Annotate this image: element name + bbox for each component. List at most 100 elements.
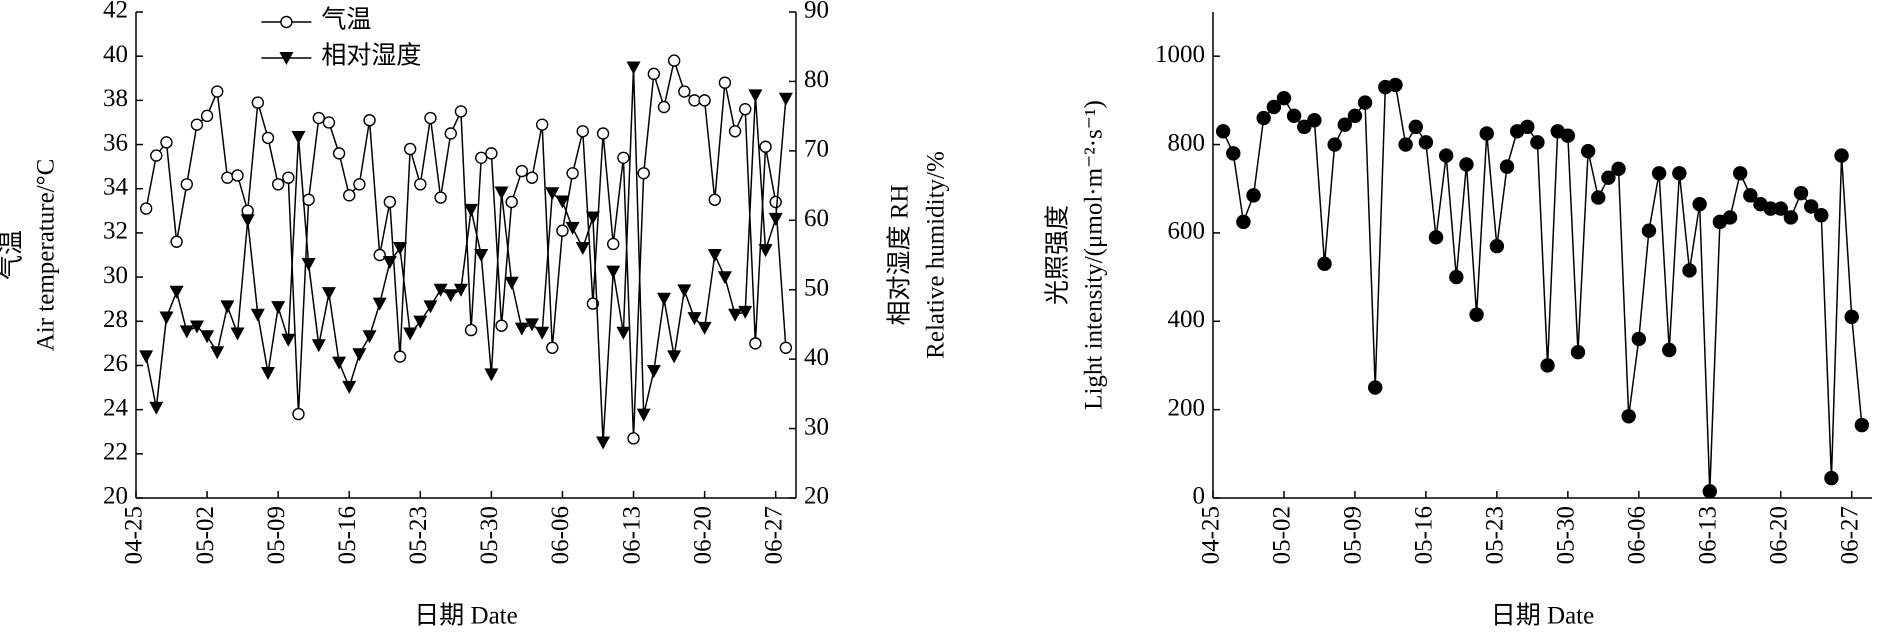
marker (1611, 161, 1626, 177)
y2-tick-label: 40 (804, 344, 829, 371)
marker (1702, 484, 1717, 499)
marker (616, 326, 631, 340)
marker (1286, 108, 1302, 124)
marker (1408, 119, 1423, 135)
y2-tick-label: 20 (804, 483, 829, 510)
marker (433, 283, 448, 297)
y-tick-label: 20 (103, 483, 128, 510)
marker (514, 322, 529, 336)
marker (646, 364, 661, 378)
marker (698, 94, 711, 107)
marker (697, 321, 712, 335)
x-tick-label: 04-25 (121, 506, 148, 564)
marker (576, 125, 589, 138)
marker (749, 337, 762, 350)
marker (444, 127, 457, 140)
marker (454, 105, 468, 118)
y-tick-label: 24 (103, 394, 129, 421)
marker (768, 212, 783, 226)
marker (200, 330, 215, 344)
marker (139, 202, 153, 215)
marker (414, 178, 427, 191)
marker (687, 312, 702, 326)
marker (525, 318, 539, 332)
y-axis-label: Light intensity/(μmol·m⁻²·s⁻¹) (1081, 100, 1108, 410)
marker (617, 151, 630, 165)
marker (382, 255, 397, 269)
marker (585, 211, 600, 225)
marker (403, 142, 417, 156)
marker (636, 408, 651, 422)
marker (1540, 358, 1555, 373)
x-tick-label: 06-27 (1836, 506, 1863, 564)
marker (1428, 230, 1444, 245)
y-axis-label: Air temperature/°C (33, 159, 60, 352)
x-tick-label: 05-09 (1340, 506, 1367, 564)
marker (728, 125, 742, 138)
marker (1631, 331, 1647, 347)
marker (1337, 117, 1353, 132)
x-tick-label: 06-06 (1624, 506, 1651, 564)
marker (1449, 269, 1464, 285)
marker (200, 109, 214, 123)
marker (353, 178, 366, 191)
marker (778, 92, 793, 106)
marker (708, 193, 721, 206)
marker (362, 330, 377, 344)
marker (1489, 238, 1505, 254)
series-line (145, 67, 787, 443)
x-tick-label: 06-13 (618, 506, 645, 564)
y-tick-label: 800 (1168, 129, 1206, 156)
marker (677, 284, 692, 298)
marker (1246, 188, 1261, 203)
marker (1854, 417, 1870, 433)
marker (210, 346, 225, 360)
marker (1560, 128, 1576, 143)
marker (251, 96, 265, 109)
marker (261, 367, 275, 381)
marker (535, 118, 549, 131)
marker (717, 271, 732, 285)
marker (139, 350, 154, 364)
marker (688, 94, 701, 107)
y2-axis-label: 相对湿度 RH (886, 185, 914, 326)
marker (1520, 119, 1535, 135)
marker (1814, 208, 1829, 223)
marker (372, 297, 387, 311)
marker (1256, 110, 1271, 126)
marker (718, 76, 732, 89)
y-tick-label: 400 (1168, 306, 1206, 333)
marker (464, 323, 478, 337)
marker (667, 350, 682, 364)
marker (170, 235, 183, 248)
marker (596, 436, 611, 450)
marker (281, 333, 296, 347)
marker (626, 61, 641, 75)
marker (311, 339, 326, 353)
marker (271, 178, 285, 191)
x-tick-label: 04-25 (1198, 506, 1225, 564)
marker (1499, 159, 1515, 174)
y-axis-label: 光照强度 (1044, 205, 1072, 305)
marker (1682, 263, 1697, 278)
marker (556, 224, 569, 237)
marker (261, 131, 275, 145)
marker (515, 164, 529, 178)
marker (1692, 196, 1707, 212)
marker (474, 249, 489, 262)
marker (596, 127, 610, 140)
marker (728, 308, 743, 322)
legend-label: 相对湿度 (321, 42, 421, 70)
marker (373, 248, 386, 262)
y-tick-label: 600 (1168, 218, 1206, 245)
x-tick-label: 05-09 (263, 506, 290, 564)
marker (453, 283, 468, 297)
marker (443, 289, 458, 303)
y-tick-label: 36 (103, 129, 128, 156)
marker (546, 341, 559, 354)
marker (1438, 148, 1454, 163)
x-tick-label: 06-20 (689, 506, 716, 564)
marker (393, 350, 407, 363)
marker (565, 221, 580, 235)
